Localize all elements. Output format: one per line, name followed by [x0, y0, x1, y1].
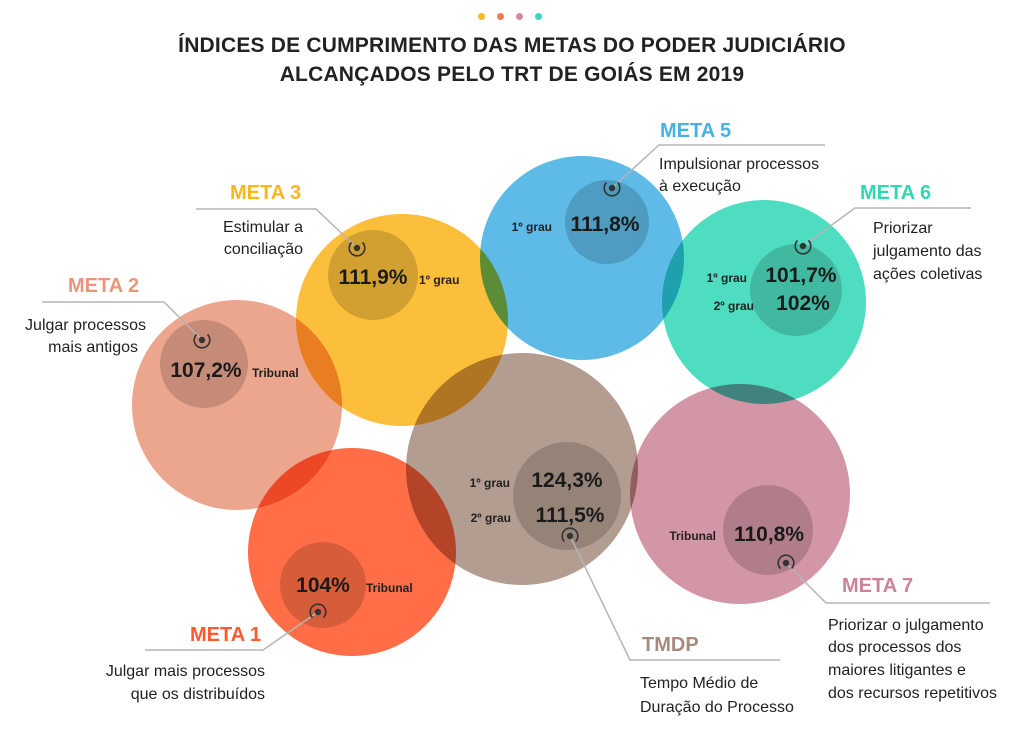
tmdp-value-label-1: 1º grau: [470, 476, 510, 490]
meta2-target-icon: [193, 333, 211, 349]
meta6-circle: [662, 200, 866, 404]
meta2-connector: [42, 301, 203, 341]
meta2-desc-line2: mais antigos: [48, 339, 138, 356]
meta7-title: META 7: [842, 575, 913, 597]
meta7-value-label: Tribunal: [669, 529, 716, 543]
tmdp-title: TMDP: [642, 634, 699, 656]
meta5-desc-line1: Impulsionar processos: [659, 156, 819, 173]
meta7-circle: [630, 384, 850, 604]
dot-yellow: [478, 13, 485, 20]
meta1-value: 104%: [296, 574, 350, 597]
meta6-inner-circle: [750, 244, 842, 336]
meta7-desc-line2: dos processos dos: [828, 639, 961, 656]
meta3-value: 111,9%: [339, 266, 408, 289]
meta2-desc-line1: Julgar processos: [25, 317, 146, 334]
meta3-target-icon: [348, 241, 366, 257]
meta1-circle: [248, 448, 456, 656]
dot-orange: [497, 13, 504, 20]
tmdp-inner-circle: [513, 442, 621, 550]
meta7-inner-circle: [723, 485, 813, 575]
meta6-target-icon: [794, 239, 812, 255]
meta6-desc-line1: Priorizar: [873, 220, 933, 237]
meta2-value-label: Tribunal: [252, 366, 299, 380]
meta1-desc-line1: Julgar mais processos: [106, 663, 265, 680]
meta1-title: META 1: [190, 624, 261, 646]
meta3-circle: [296, 214, 508, 426]
meta3-value-label: 1º grau: [419, 273, 459, 287]
meta5-desc-line2: à execução: [659, 178, 741, 195]
meta6-desc-line3: ações coletivas: [873, 266, 982, 283]
tmdp-value-label-2: 2º grau: [471, 511, 511, 525]
meta5-inner-circle: [565, 180, 649, 264]
meta6-title: META 6: [860, 182, 931, 204]
meta5-value-label: 1º grau: [512, 220, 552, 234]
meta1-desc-line2: que os distribuídos: [131, 686, 265, 703]
meta7-desc-line3: maiores litigantes e: [828, 662, 966, 679]
meta6-value-label-1: 1º grau: [707, 271, 747, 285]
meta1-connector: [145, 611, 319, 651]
tmdp-value-2: 111,5%: [536, 504, 605, 527]
meta6-value-1: 101,7%: [765, 264, 837, 287]
meta3-desc-line2: conciliação: [224, 241, 303, 258]
meta3-connector: [196, 208, 358, 249]
page-title-line2: ALCANÇADOS PELO TRT DE GOIÁS EM 2019: [279, 63, 745, 86]
page-title-line1: ÍNDICES DE CUMPRIMENTO DAS METAS DO PODE…: [178, 34, 846, 57]
dot-teal: [535, 13, 542, 20]
meta5-circle: [480, 156, 684, 360]
tmdp-target-icon: [561, 527, 579, 543]
meta7-connector: [785, 562, 990, 604]
meta2-value: 107,2%: [170, 359, 242, 382]
tmdp-connector: [569, 535, 780, 661]
decorative-dots: [478, 13, 548, 23]
meta2-circle: [132, 300, 342, 510]
meta1-inner-circle: [280, 542, 366, 628]
meta6-value-2: 102%: [776, 292, 830, 315]
tmdp-circle: [406, 353, 638, 585]
meta6-connector: [802, 207, 971, 247]
meta7-desc-line1: Priorizar o julgamento: [828, 617, 984, 634]
meta1-value-label: Tribunal: [366, 581, 413, 595]
tmdp-desc-line1: Tempo Médio de: [640, 675, 758, 692]
meta1-target-icon: [309, 603, 327, 619]
meta5-connector: [611, 144, 825, 189]
dot-pink: [516, 13, 523, 20]
tmdp-value-1: 124,3%: [531, 469, 603, 492]
meta3-title: META 3: [230, 182, 301, 204]
meta6-value-label-2: 2º grau: [714, 299, 754, 313]
meta5-target-icon: [603, 181, 621, 197]
meta7-value: 110,8%: [734, 523, 804, 546]
meta2-title: META 2: [68, 275, 139, 297]
tmdp-desc-line2: Duração do Processo: [640, 699, 794, 716]
meta3-desc-line1: Estimular a: [223, 219, 303, 236]
meta7-target-icon: [777, 554, 795, 570]
target-icons: [193, 181, 812, 619]
meta2-inner-circle: [160, 320, 248, 408]
meta6-desc-line2: julgamento das: [872, 243, 982, 260]
meta7-desc-line4: dos recursos repetitivos: [828, 685, 997, 702]
meta5-value: 111,8%: [571, 213, 640, 236]
meta5-title: META 5: [660, 120, 731, 142]
